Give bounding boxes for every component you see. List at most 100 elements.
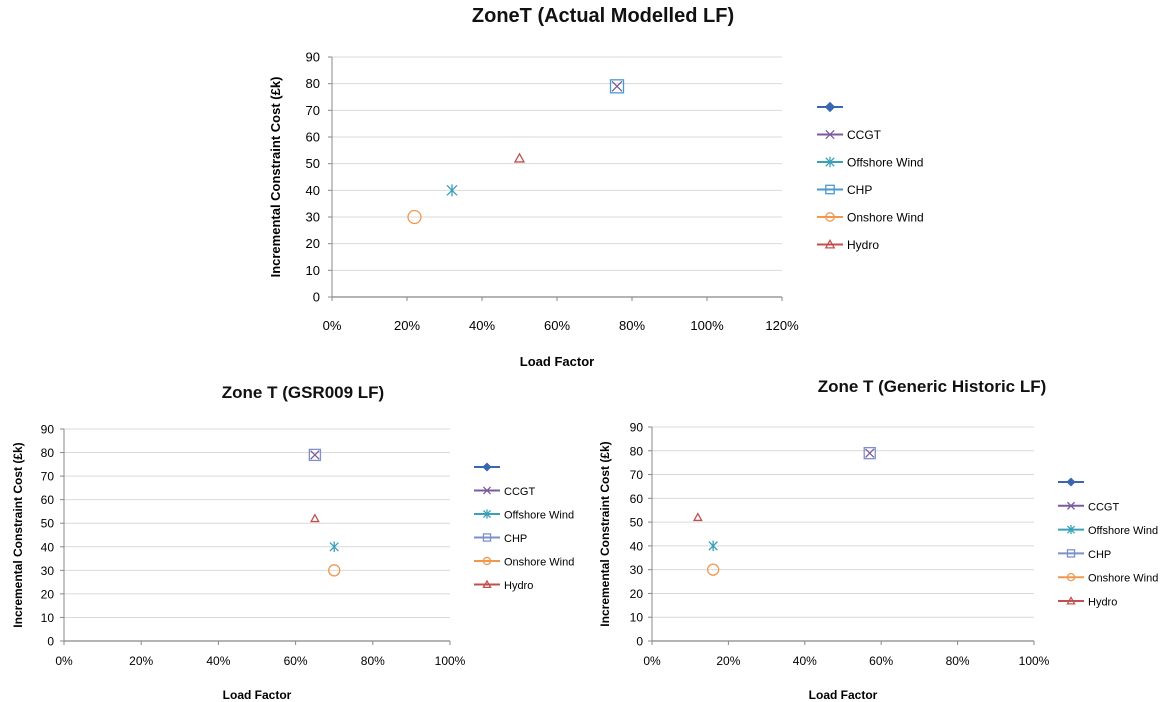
data-point bbox=[692, 512, 703, 522]
legend-label: Offshore Wind bbox=[847, 156, 923, 170]
y-tick-label: 30 bbox=[306, 210, 320, 225]
y-tick-label: 20 bbox=[41, 587, 55, 601]
data-point bbox=[863, 446, 876, 460]
y-axis-label: Incremental Constraint Cost (£k) bbox=[268, 77, 283, 278]
legend-marker bbox=[824, 238, 836, 249]
y-tick-label: 80 bbox=[306, 76, 320, 91]
x-tick-label: 40% bbox=[793, 654, 817, 668]
legend-marker bbox=[1066, 477, 1076, 487]
x-tick-label: 20% bbox=[394, 318, 420, 333]
legend-marker bbox=[1066, 501, 1076, 510]
chart-3: Zone T (Generic Historic LF) 0 10 20 30 40 50 6… bbox=[598, 377, 1158, 702]
y-tick-label: 10 bbox=[306, 263, 320, 278]
x-axis-label: Load Factor bbox=[809, 688, 878, 702]
y-tick-label: 60 bbox=[306, 130, 320, 145]
legend-label: Offshore Wind bbox=[1088, 525, 1158, 537]
y-tick-label: 50 bbox=[630, 516, 644, 530]
y-tick-label: 70 bbox=[630, 468, 644, 482]
legend-marker bbox=[1066, 549, 1076, 558]
legend-marker bbox=[482, 556, 492, 566]
data-point bbox=[708, 540, 718, 552]
legend-marker bbox=[482, 579, 492, 589]
y-axis-label: Incremental Constraint Cost (£k) bbox=[598, 441, 612, 626]
x-tick-label: 0% bbox=[323, 318, 342, 333]
chart-title: Zone T (Generic Historic LF) bbox=[818, 377, 1047, 396]
data-point bbox=[407, 209, 422, 225]
chart-title: Zone T (GSR009 LF) bbox=[222, 383, 384, 402]
chart-title: ZoneT (Actual Modelled LF) bbox=[472, 5, 734, 27]
legend-label: Hydro bbox=[504, 580, 533, 592]
x-tick-label: 40% bbox=[206, 654, 230, 668]
legend-marker bbox=[482, 462, 492, 472]
chart-2: Zone T (GSR009 LF) 0 10 20 30 40 50 60 70 80 90 0% 2… bbox=[11, 383, 574, 702]
x-tick-label: 60% bbox=[284, 654, 308, 668]
legend-marker bbox=[825, 212, 835, 222]
legend-label: Hydro bbox=[1088, 597, 1117, 609]
legend-label: CCGT bbox=[504, 486, 535, 498]
y-tick-label: 40 bbox=[630, 539, 644, 553]
data-point bbox=[329, 541, 339, 553]
legend-label: CHP bbox=[504, 533, 527, 545]
data-point bbox=[609, 79, 625, 94]
legend-label: Onshore Wind bbox=[847, 211, 924, 225]
x-axis-label: Load Factor bbox=[223, 688, 292, 702]
legend-label: Onshore Wind bbox=[1088, 573, 1158, 585]
x-tick-label: 0% bbox=[55, 654, 73, 668]
legend-label: Hydro bbox=[847, 238, 879, 252]
data-point bbox=[513, 152, 526, 163]
legend-label: CHP bbox=[847, 183, 872, 197]
y-tick-label: 80 bbox=[41, 446, 55, 460]
legend-marker bbox=[482, 533, 492, 542]
legend-marker bbox=[1066, 525, 1076, 535]
y-tick-label: 90 bbox=[41, 423, 55, 437]
x-tick-label: 100% bbox=[690, 318, 724, 333]
y-tick-label: 50 bbox=[41, 517, 55, 531]
legend-label: CCGT bbox=[847, 128, 882, 142]
y-tick-label: 20 bbox=[630, 587, 644, 601]
y-tick-label: 0 bbox=[636, 635, 643, 649]
legend-marker bbox=[825, 184, 835, 195]
y-tick-label: 40 bbox=[306, 183, 320, 198]
y-tick-label: 0 bbox=[313, 290, 320, 305]
data-point bbox=[706, 563, 720, 576]
x-tick-label: 20% bbox=[129, 654, 153, 668]
y-tick-label: 90 bbox=[306, 50, 320, 65]
x-tick-label: 100% bbox=[435, 654, 466, 668]
x-tick-label: 20% bbox=[716, 654, 740, 668]
legend-label: Offshore Wind bbox=[504, 510, 574, 522]
y-tick-label: 10 bbox=[630, 611, 644, 625]
x-tick-label: 120% bbox=[765, 318, 799, 333]
x-tick-label: 100% bbox=[1019, 654, 1050, 668]
x-axis-label: Load Factor bbox=[520, 354, 594, 369]
legend-label: CCGT bbox=[1088, 501, 1119, 513]
x-tick-label: 40% bbox=[469, 318, 495, 333]
data-point bbox=[611, 80, 623, 92]
legend-marker bbox=[825, 129, 835, 140]
x-tick-label: 80% bbox=[361, 654, 385, 668]
y-tick-label: 80 bbox=[630, 444, 644, 458]
y-tick-label: 60 bbox=[630, 492, 644, 506]
legend-marker bbox=[482, 486, 492, 495]
y-axis-label: Incremental Constraint Cost (£k) bbox=[11, 442, 25, 627]
y-tick-label: 30 bbox=[41, 564, 55, 578]
data-point bbox=[446, 184, 458, 197]
data-point bbox=[308, 448, 322, 462]
legend-marker bbox=[824, 101, 836, 113]
y-tick-label: 50 bbox=[306, 156, 320, 171]
y-tick-label: 70 bbox=[306, 103, 320, 118]
legend-marker bbox=[825, 156, 835, 168]
y-tick-label: 0 bbox=[47, 635, 54, 649]
y-tick-label: 40 bbox=[41, 540, 55, 554]
x-tick-label: 80% bbox=[619, 318, 645, 333]
data-point bbox=[310, 450, 320, 460]
x-tick-label: 60% bbox=[544, 318, 570, 333]
x-tick-label: 80% bbox=[946, 654, 970, 668]
y-tick-label: 30 bbox=[630, 563, 644, 577]
data-point bbox=[309, 513, 320, 523]
x-tick-label: 0% bbox=[643, 654, 661, 668]
y-tick-label: 60 bbox=[41, 493, 55, 507]
chart-1: ZoneT (Actual Modelled LF) 0 10 20 30 40 50 60 7… bbox=[268, 5, 924, 369]
legend-marker bbox=[1066, 572, 1076, 582]
y-tick-label: 70 bbox=[41, 470, 55, 484]
